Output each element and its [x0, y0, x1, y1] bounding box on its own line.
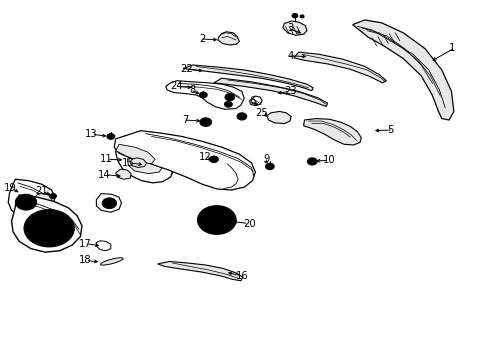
Polygon shape: [183, 65, 312, 91]
Text: 17: 17: [79, 239, 91, 249]
Text: 18: 18: [79, 255, 91, 265]
Circle shape: [32, 216, 66, 241]
Circle shape: [102, 198, 116, 208]
Circle shape: [199, 92, 207, 98]
Polygon shape: [116, 169, 131, 179]
Polygon shape: [12, 195, 82, 252]
Text: 10: 10: [322, 156, 335, 165]
Text: 23: 23: [284, 86, 296, 96]
Circle shape: [239, 114, 244, 118]
Text: 4: 4: [287, 51, 293, 61]
Circle shape: [224, 94, 234, 101]
Text: 5: 5: [386, 125, 393, 135]
Polygon shape: [214, 78, 327, 107]
Circle shape: [41, 222, 58, 235]
Polygon shape: [114, 131, 255, 190]
Polygon shape: [127, 153, 162, 174]
Circle shape: [265, 163, 274, 170]
Text: 2: 2: [199, 34, 205, 44]
Polygon shape: [8, 179, 55, 217]
Polygon shape: [266, 111, 290, 123]
Polygon shape: [130, 158, 146, 167]
Text: 20: 20: [243, 219, 255, 229]
Circle shape: [307, 158, 316, 165]
Polygon shape: [96, 194, 121, 212]
Circle shape: [24, 210, 74, 247]
Polygon shape: [217, 32, 239, 45]
Polygon shape: [282, 21, 306, 35]
Polygon shape: [352, 20, 453, 120]
Polygon shape: [116, 144, 155, 164]
Circle shape: [203, 210, 230, 230]
Polygon shape: [157, 261, 243, 281]
Polygon shape: [96, 241, 111, 251]
Polygon shape: [34, 194, 52, 206]
Text: 22: 22: [180, 64, 192, 74]
Circle shape: [197, 206, 236, 234]
Circle shape: [224, 102, 232, 107]
Circle shape: [107, 134, 115, 139]
Text: 12: 12: [199, 152, 212, 162]
Circle shape: [214, 218, 219, 222]
Circle shape: [200, 118, 211, 126]
Text: 9: 9: [263, 154, 269, 164]
Text: 3: 3: [287, 23, 293, 33]
Text: 24: 24: [170, 81, 183, 91]
Text: 15: 15: [122, 158, 135, 168]
Text: 14: 14: [98, 170, 111, 180]
Circle shape: [50, 194, 56, 199]
Polygon shape: [249, 96, 262, 106]
Polygon shape: [165, 81, 244, 109]
Polygon shape: [293, 52, 386, 83]
Circle shape: [209, 156, 218, 162]
Circle shape: [237, 113, 246, 120]
Text: 21: 21: [35, 186, 48, 197]
Text: 11: 11: [100, 154, 113, 164]
Text: 19: 19: [3, 183, 17, 193]
Polygon shape: [116, 138, 173, 183]
Circle shape: [209, 214, 224, 226]
Text: 16: 16: [236, 271, 248, 281]
Text: 1: 1: [448, 43, 454, 53]
Text: 7: 7: [182, 115, 188, 125]
Text: 25: 25: [255, 108, 268, 118]
Circle shape: [291, 14, 297, 18]
Text: 13: 13: [84, 129, 97, 139]
Text: 6: 6: [248, 96, 255, 107]
Polygon shape: [303, 118, 361, 145]
Circle shape: [105, 201, 113, 206]
Circle shape: [16, 194, 37, 210]
Circle shape: [20, 198, 32, 206]
Text: 8: 8: [189, 85, 196, 95]
Circle shape: [300, 15, 304, 18]
Polygon shape: [100, 258, 123, 265]
